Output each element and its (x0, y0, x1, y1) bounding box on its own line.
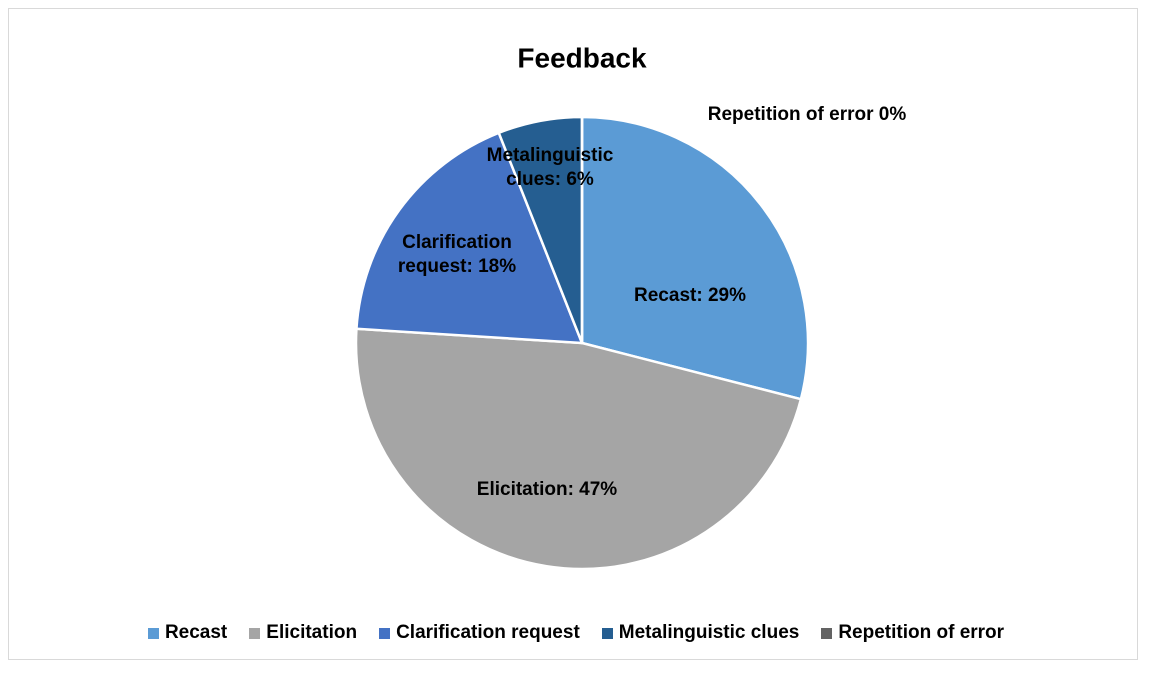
data-label: Clarification request: 18% (397, 232, 517, 277)
legend-item: Recast (147, 622, 228, 644)
data-label: Recast: 29% (634, 285, 746, 306)
legend-item: Repetition of error (821, 622, 1004, 644)
pie-slice (354, 327, 803, 571)
legend-swatch (379, 627, 391, 639)
legend-item: Elicitation (249, 622, 357, 644)
data-label: Repetition of error 0% (707, 104, 907, 125)
legend-swatch (601, 627, 613, 639)
legend-swatch (821, 627, 833, 639)
pie-slice (355, 131, 584, 345)
legend-label: Repetition of error (838, 622, 1005, 643)
legend-item: Clarification request (379, 622, 580, 644)
legend-label: Recast (164, 622, 228, 643)
chart-frame (8, 8, 1138, 660)
chart-title: Feedback (517, 42, 647, 73)
legend-swatch (147, 627, 159, 639)
legend-label: Metalinguistic clues (618, 622, 800, 643)
legend-label: Clarification request (396, 622, 580, 643)
legend-item: Metalinguistic clues (601, 622, 800, 644)
legend-label: Elicitation (266, 622, 358, 643)
data-label: Metalinguistic clues: 6% (486, 145, 614, 190)
pie-slice (580, 115, 810, 401)
legend: Recast Elicitation Clarification request Me… (0, 622, 1152, 644)
data-label: Elicitation: 47% (476, 479, 618, 500)
legend-swatch (249, 627, 261, 639)
